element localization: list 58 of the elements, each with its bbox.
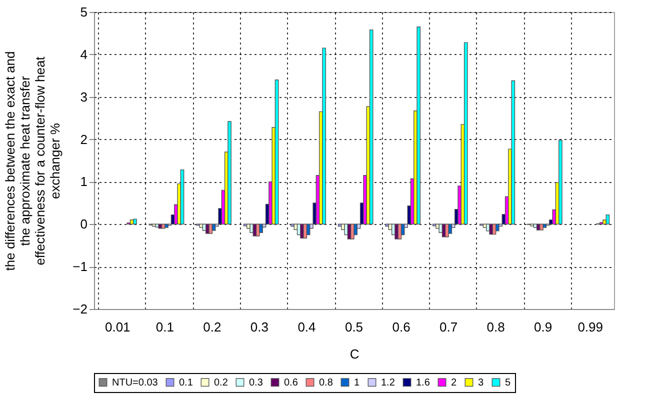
bar <box>322 48 326 224</box>
legend-label: 5 <box>505 377 511 388</box>
x-tick-label: 0.9 <box>534 320 552 334</box>
bar <box>511 80 516 224</box>
bar <box>180 169 184 224</box>
x-tick-label: 0.1 <box>156 320 174 334</box>
bar <box>274 80 279 224</box>
bar <box>208 224 213 234</box>
bar <box>464 42 468 224</box>
bar <box>558 140 562 224</box>
x-tick-label: 0.3 <box>250 320 268 334</box>
bar <box>542 224 547 228</box>
y-tick-label: 0 <box>80 216 88 232</box>
legend-label: NTU=0.03 <box>112 377 158 388</box>
bar <box>606 214 610 224</box>
x-tick-label: 0.2 <box>203 320 222 334</box>
legend-label: 1.2 <box>381 377 396 388</box>
legend-label: 1.6 <box>416 377 430 388</box>
legend-label: 1 <box>354 377 360 388</box>
bar <box>259 224 263 233</box>
x-tick-label: 0.99 <box>578 320 604 334</box>
legend-label: 2 <box>451 377 457 388</box>
legend-label: 0.6 <box>284 377 298 388</box>
x-tick-label: 0.01 <box>104 320 130 334</box>
bar <box>448 224 452 234</box>
bar <box>416 26 421 224</box>
x-axis-title: C <box>350 346 360 362</box>
x-tick-label: 0.7 <box>440 320 458 334</box>
y-axis-title: the differences between the exact and the approximate heat transfer effectiveness for a counter-flow heat exchanger % <box>2 51 63 271</box>
bar <box>438 224 443 233</box>
bar <box>394 224 398 240</box>
bar <box>369 29 374 224</box>
y-tick-label: 4 <box>80 46 88 62</box>
bar <box>400 224 405 236</box>
legend-label: 0.2 <box>214 377 228 388</box>
legend-label: 0.3 <box>249 377 264 388</box>
y-tick-label: 2 <box>80 132 88 147</box>
bar <box>250 224 254 233</box>
y-tick-label: 5 <box>80 4 88 20</box>
y-tick-label: 3 <box>80 89 88 104</box>
legend-label: 3 <box>478 377 484 388</box>
y-tick-label: 1 <box>80 174 88 190</box>
legend-label: 0.1 <box>179 377 194 388</box>
bar <box>344 224 348 236</box>
bar <box>354 224 358 236</box>
bar <box>228 121 232 224</box>
x-tick-label: 0.8 <box>486 320 505 334</box>
bar <box>133 218 137 224</box>
legend-label: 0.8 <box>319 377 334 388</box>
y-tick-label: −2 <box>72 302 88 316</box>
x-tick-label: 0.6 <box>392 320 410 334</box>
bar <box>199 224 204 228</box>
bar <box>164 224 168 228</box>
bar <box>303 224 308 238</box>
x-tick-label: 0.5 <box>344 320 364 334</box>
bar <box>495 224 500 232</box>
y-tick-label: −1 <box>72 259 88 274</box>
x-tick-label: 0.4 <box>298 320 316 334</box>
